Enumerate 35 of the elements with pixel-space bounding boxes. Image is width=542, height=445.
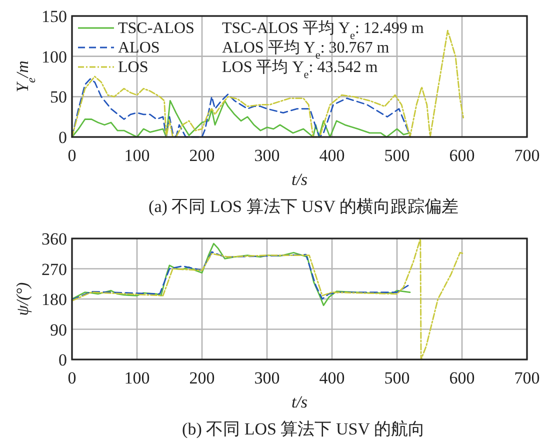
- x-tick-label: 600: [449, 368, 475, 388]
- annotation: LOS 平均 Y$_{e}$: 43.542 m: [222, 59, 378, 81]
- x-tick-label: 700: [514, 368, 540, 388]
- y-tick-label: 360: [42, 230, 67, 248]
- y-tick-label: 150: [42, 7, 67, 26]
- text: (a) 不同 LOS 算法下 USV 的横向跟踪偏差: [148, 197, 458, 216]
- x-tick-label: 200: [189, 368, 215, 388]
- x-axis-title: t/s: [291, 392, 308, 412]
- text: (b) 不同 LOS 算法下 USV 的航向: [182, 420, 425, 438]
- x-tick-label: 500: [384, 368, 410, 388]
- x-tick-label: 400: [319, 368, 345, 388]
- y-tick-label: 0: [58, 350, 67, 370]
- line-series: [71, 251, 409, 300]
- x-tick-label: 200: [189, 146, 215, 165]
- legend-label: TSC-ALOS: [118, 20, 194, 37]
- x-tick-label: 700: [514, 146, 540, 165]
- x-tick-label: 300: [254, 146, 280, 165]
- x-tick-label: 100: [124, 146, 150, 165]
- legend-label: LOS: [118, 59, 148, 76]
- y-tick-label: 270: [42, 260, 67, 279]
- x-tick-label: 300: [254, 368, 280, 388]
- x-axis-title: t/s: [291, 170, 308, 189]
- y-tick-label: 180: [42, 290, 67, 309]
- y-tick-label: 100: [42, 47, 67, 66]
- x-tick-label: 500: [384, 146, 410, 165]
- y-tick-label: 0: [58, 128, 67, 147]
- y-tick-label: 50: [50, 88, 67, 107]
- x-tick-label: 600: [449, 146, 475, 165]
- line-series: [71, 238, 464, 360]
- line-series: [71, 242, 411, 306]
- legend-label: ALOS: [118, 40, 160, 56]
- y-axis-title: ψ/(°): [13, 282, 32, 316]
- y-tick-label: 90: [50, 320, 67, 340]
- x-tick-label: 100: [124, 368, 150, 388]
- x-tick-label: 400: [319, 146, 345, 165]
